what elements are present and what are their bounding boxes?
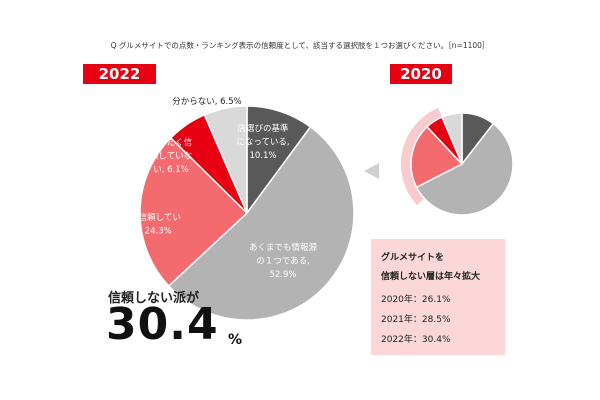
- pie-2022-label-4: 分からない, 6.5%: [172, 97, 242, 107]
- trend-box: グルメサイトを 信頼しない層は年々拡大 2020年：26.1% 2021年：28…: [371, 239, 505, 355]
- trend-row-2022: 2022年：30.4%: [381, 335, 451, 345]
- pie-2022-slice-4: [203, 105, 248, 214]
- trend-title: グルメサイトを 信頼しない層は年々拡大: [381, 249, 501, 287]
- pie-2022-slice-2: [139, 136, 249, 287]
- distrust-total-unit: %: [228, 332, 243, 348]
- pie-2022-label-1: あくまでも情報源の１つである, 52.9%: [249, 242, 318, 280]
- pie-2022-label-0: 店選びの基準になっている, 10.1%: [236, 123, 289, 161]
- pie-2020-slice-1: [415, 122, 514, 216]
- pie-2020-slice-4: [441, 112, 463, 165]
- survey-question: Q グルメサイトでの点数・ランキング表示の信頼度として、該当する選択肢を１つお選…: [110, 41, 490, 50]
- trend-row-2020: 2020年：26.1%: [381, 295, 451, 305]
- pie-2022-label-2: あまり信頼していない, 24.3%: [113, 212, 181, 237]
- pie-2022-labels: 店選びの基準になっている, 10.1% あくまでも情報源の１つである, 52.9% あま…: [113, 97, 317, 280]
- pie-2022-slice-1: [167, 125, 355, 321]
- year-badge-2020: 2020: [390, 64, 452, 84]
- trend-row-2021: 2021年：28.5%: [381, 315, 451, 325]
- trend-title-line-1: グルメサイトを: [381, 253, 445, 263]
- pie-2020: [401, 107, 514, 216]
- distrust-total-value: 30.4: [106, 299, 219, 350]
- year-badge-2022: 2022: [83, 64, 156, 84]
- pie-2022-label-3: まったく信頼していない, 6.1%: [150, 137, 193, 175]
- pie-2020-slice-2: [410, 125, 464, 189]
- trend-title-line-2: 信頼しない層は年々拡大: [381, 272, 481, 282]
- pie-2022: [139, 105, 355, 321]
- left-triangle-icon: [364, 163, 379, 179]
- distrust-headline: 信頼しない派が: [108, 291, 200, 306]
